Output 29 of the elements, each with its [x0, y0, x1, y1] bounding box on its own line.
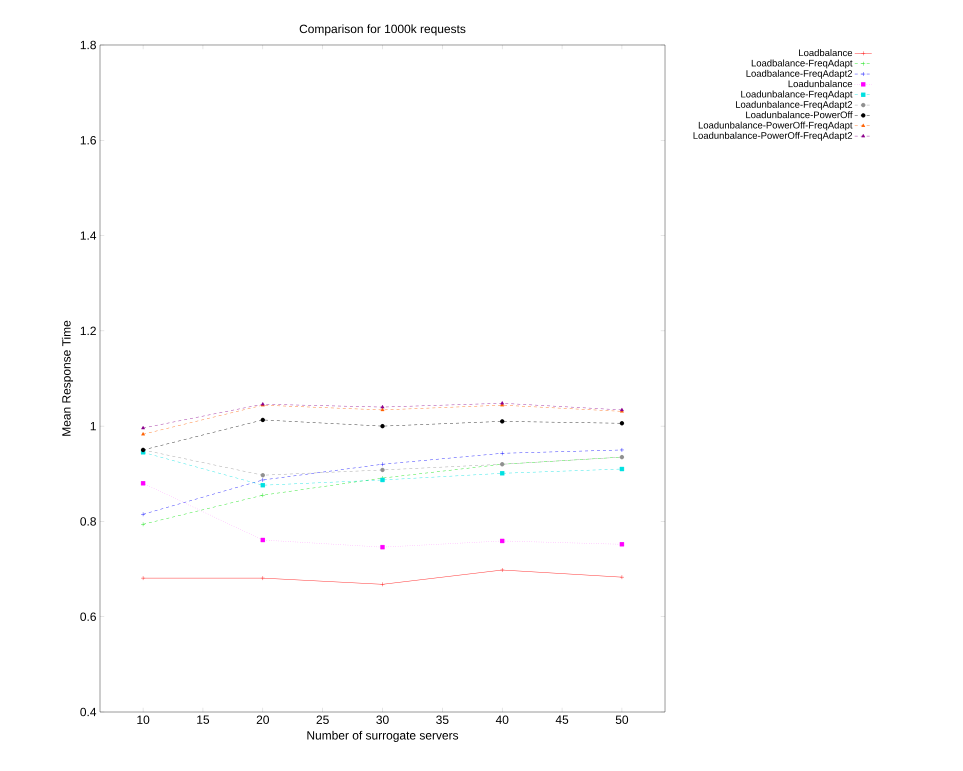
legend-label: Loadunbalance-FreqAdapt [741, 90, 852, 100]
x-tick-label: 25 [316, 716, 329, 724]
y-tick-label: 1.6 [80, 136, 96, 144]
legend-label: Loadunbalance-PowerOff [746, 111, 853, 118]
x-tick-label: 35 [436, 716, 448, 724]
y-tick-label: 0.6 [80, 612, 96, 621]
x-tick-label: 45 [556, 716, 568, 724]
chart-title: Comparison for 1000k requests [300, 24, 466, 36]
y-tick-label: 0.4 [80, 708, 96, 716]
x-axis-title: Number of surrogate servers [307, 730, 458, 742]
y-axis-title: Mean Response Time [62, 320, 74, 436]
y-tick-label: 1.2 [80, 326, 96, 336]
y-tick-label: 1.4 [80, 231, 96, 240]
legend-label: Loadunbalance-PowerOff-FreqAdapt [698, 122, 852, 130]
x-tick-label: 50 [616, 716, 628, 724]
legend-label: Loadunbalance [788, 80, 852, 88]
legend-label: Loadbalance-FreqAdapt [752, 60, 852, 68]
legend-label: Loadunbalance-FreqAdapt2 [736, 100, 852, 110]
x-tick-label: 15 [197, 716, 210, 724]
y-tick-label: 1 [90, 422, 96, 430]
x-tick-label: 30 [376, 716, 389, 724]
legend-label: Loadbalance-FreqAdapt2 [746, 70, 852, 79]
x-tick-label: 20 [256, 716, 269, 724]
y-tick-label: 0.8 [80, 517, 96, 526]
legend-label: Loadbalance [799, 49, 852, 56]
x-tick-label: 40 [496, 716, 508, 724]
legend-label: Loadunbalance-PowerOff-FreqAdapt2 [694, 132, 852, 141]
y-tick-label: 1.8 [80, 40, 96, 50]
x-tick-label: 10 [137, 716, 150, 724]
